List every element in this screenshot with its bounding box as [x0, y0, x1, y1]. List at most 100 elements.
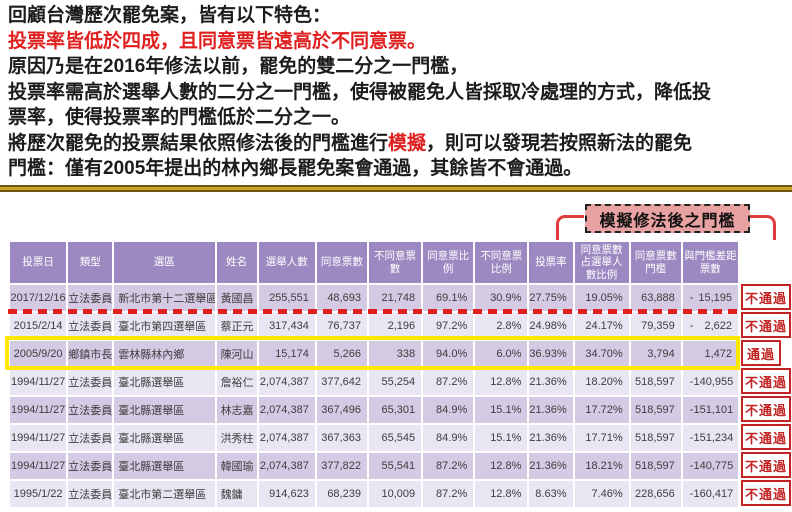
cell-turnout: 8.63% [529, 481, 573, 508]
cell-agree: 377,822 [316, 453, 367, 480]
cell-name: 魏鏞 [216, 481, 257, 508]
cell-threshold: 79,359 [630, 313, 681, 340]
cell-gap: 1,472 [682, 341, 738, 368]
cell-disagree: 55,541 [368, 453, 422, 480]
cell-date: 2015/2/14 [10, 313, 67, 340]
cell-threshold: 518,597 [630, 425, 681, 452]
column-header-1: 投票日 [10, 242, 67, 284]
cell-agree: 68,239 [316, 481, 367, 508]
cell-disagree: 65,545 [368, 425, 422, 452]
cell-type: 立法委員 [68, 313, 113, 340]
cell-disagree_pct: 12.8% [475, 453, 528, 480]
cell-name: 韓國瑜 [216, 453, 257, 480]
table-header-row: 投票日 類型 選區 姓名 選舉人數 同意票數 不同意票數 同意票比例 不同意票比例 投票率 同意票數… [10, 242, 738, 284]
negative-sign: - [689, 488, 694, 501]
intro-text-segment: 票率，使得投票率的門檻低於二分之一。 [8, 107, 351, 128]
negative-sign: - [689, 432, 694, 445]
gap-value: 151,101 [693, 404, 734, 417]
cell-turnout: 21.36% [529, 453, 573, 480]
cell-date: 1995/1/22 [10, 481, 67, 508]
cell-type: 立法委員 [68, 481, 113, 508]
column-header-10: 投票率 [529, 242, 573, 284]
cell-agree_elector_share: 19.05% [574, 285, 629, 312]
cell-gap: -151,234 [682, 425, 738, 452]
cell-turnout: 36.93% [529, 341, 573, 368]
intro-line-5: 票率，使得投票率的門檻低於二分之一。 [8, 105, 790, 131]
cell-threshold: 63,888 [630, 285, 681, 312]
intro-text-segment: 回顧台灣歷次罷免案，皆有以下特色： [8, 5, 332, 26]
cell-gap: -2,622 [682, 313, 738, 340]
intro-line-2: 投票率皆低於四成，且同意票皆遠高於不同意票。 [8, 29, 790, 55]
cell-threshold: 518,597 [630, 397, 681, 424]
cell-type: 立法委員 [68, 285, 113, 312]
gap-value: 140,955 [693, 376, 734, 389]
column-header-3: 選區 [114, 242, 215, 284]
table-row: 2015/2/14 立法委員 臺北市第四選舉區 蔡正元 317,434 76,737 2,1… [10, 313, 738, 340]
intro-text-segment: 將歷次罷免的投票結果依照修法後的門檻進行 [8, 132, 389, 154]
cell-agree_elector_share: 17.71% [574, 425, 629, 452]
column-header-4: 姓名 [216, 242, 257, 284]
intro-line-7: 門檻：僅有2005年提出的林內鄉長罷免案會通過，其餘皆不會通過。 [8, 156, 790, 182]
cell-district: 臺北市第二選舉區 [114, 481, 215, 508]
gap-value: 2,622 [704, 320, 732, 333]
intro-text-segment: ，則可以發現若按照新法的罷免 [426, 132, 693, 154]
gap-value: 140,775 [693, 460, 734, 473]
column-header-9: 不同意票比例 [475, 242, 528, 284]
cell-disagree_pct: 12.8% [475, 481, 528, 508]
cell-agree_pct: 69.1% [423, 285, 474, 312]
cell-date: 2017/12/16 [10, 285, 67, 312]
cell-disagree: 55,254 [368, 369, 422, 396]
cell-name: 林志嘉 [216, 397, 257, 424]
cell-disagree_pct: 15.1% [475, 425, 528, 452]
column-header-2: 類型 [68, 242, 113, 284]
cell-turnout: 21.36% [529, 369, 573, 396]
cell-gap: -160,417 [682, 481, 738, 508]
cell-disagree: 65,301 [368, 397, 422, 424]
cell-date: 1994/11/27 [10, 453, 67, 480]
table-row: 2017/12/16 立法委員 新北市第十二選舉區 黃國昌 255,551 48,693 2… [10, 285, 738, 312]
table-row: 1995/1/22 立法委員 臺北市第二選舉區 魏鏞 914,623 68,239 10,0… [10, 481, 738, 508]
cell-electors: 914,623 [258, 481, 315, 508]
cell-electors: 2,074,387 [258, 453, 315, 480]
cell-agree_elector_share: 7.46% [574, 481, 629, 508]
intro-line-4: 投票率需高於選舉人數的二分之一門檻，使得被罷免人皆採取冷處理的方式，降低投 [8, 80, 790, 106]
cell-agree_pct: 87.2% [423, 453, 474, 480]
cell-district: 臺北縣選舉區 [114, 425, 215, 452]
cell-agree: 367,496 [316, 397, 367, 424]
column-header-12: 同意票數門檻 [630, 242, 681, 284]
cell-electors: 2,074,387 [258, 397, 315, 424]
cell-threshold: 3,794 [630, 341, 681, 368]
cell-agree_elector_share: 17.72% [574, 397, 629, 424]
cell-agree_pct: 84.9% [423, 425, 474, 452]
intro-text-segment: 原因乃是在2016年修法以前，罷免的雙二分之一門檻， [8, 56, 469, 77]
cell-agree: 5,266 [316, 341, 367, 368]
cell-gap: -140,955 [682, 369, 738, 396]
intro-highlight-text: 模擬 [388, 132, 427, 154]
cell-electors: 2,074,387 [258, 425, 315, 452]
negative-sign: - [689, 404, 694, 417]
cell-name: 陳河山 [216, 341, 257, 368]
negative-sign: - [689, 320, 694, 333]
cell-district: 臺北縣選舉區 [114, 453, 215, 480]
fail-stamp: 不通過 [741, 424, 791, 450]
cell-disagree_pct: 15.1% [475, 397, 528, 424]
intro-text-segment: 投票率需高於選舉人數的二分之一門檻，使得被罷免人皆採取冷處理的方式，降低投 [8, 81, 712, 103]
cell-agree_elector_share: 24.17% [574, 313, 629, 340]
cell-electors: 2,074,387 [258, 369, 315, 396]
cell-gap: -151,101 [682, 397, 738, 424]
cell-electors: 255,551 [258, 285, 315, 312]
threshold-bracket-left [556, 215, 584, 240]
cell-turnout: 21.36% [529, 397, 573, 424]
cell-type: 立法委員 [68, 397, 113, 424]
fail-stamp: 不通過 [741, 396, 791, 422]
cell-district: 臺北縣選舉區 [114, 369, 215, 396]
cell-agree_pct: 84.9% [423, 397, 474, 424]
intro-highlight-text: 投票率皆低於四成，且同意票皆遠高於不同意票。 [8, 30, 427, 52]
gap-value: 15,195 [698, 292, 732, 305]
cell-electors: 15,174 [258, 341, 315, 368]
negative-sign: - [689, 376, 694, 389]
cell-disagree: 10,009 [368, 481, 422, 508]
result-stamps-column: 不通過 不通過 通過 不通過 不通過 不通過 不通過 不通過 [741, 284, 792, 508]
fail-stamp: 不通過 [741, 368, 791, 394]
